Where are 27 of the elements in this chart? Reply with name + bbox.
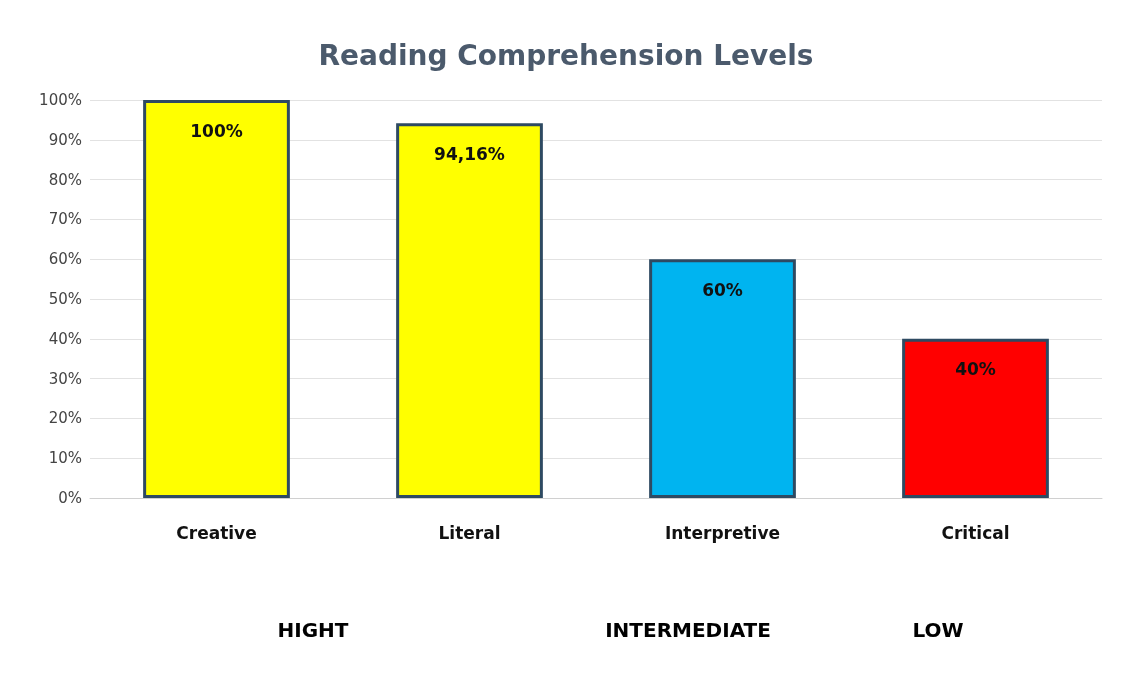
bar <box>396 123 543 498</box>
data-label: 100% <box>190 120 243 141</box>
y-tick-label: 30% <box>48 369 82 388</box>
bar <box>649 259 796 498</box>
y-tick-label: 80% <box>48 170 82 189</box>
y-tick-label: 40% <box>48 329 82 348</box>
data-label: 60% <box>702 279 743 300</box>
y-tick-label: 0% <box>58 489 82 507</box>
y-tick-label: 100% <box>39 91 82 109</box>
text: INTERMEDIATE <box>605 618 771 642</box>
y-tick-label: 50% <box>48 290 82 308</box>
x-tick-label: Interpretive <box>664 522 781 543</box>
y-tick-label: 90% <box>48 130 82 149</box>
chart-title: Reading Comprehension Levels <box>318 38 814 72</box>
x-tick-label: Literal <box>438 522 501 543</box>
y-tick-label: 20% <box>48 409 82 428</box>
text: HIGHT <box>277 618 349 642</box>
data-label: 40% <box>955 359 996 380</box>
data-label: 94,16% <box>434 143 505 164</box>
text: LOW <box>912 618 964 642</box>
y-tick-label: 70% <box>48 210 82 229</box>
y-tick-label: 10% <box>48 449 82 468</box>
y-tick-label: 60% <box>48 250 82 269</box>
bar <box>902 338 1049 498</box>
bar <box>143 100 290 498</box>
x-tick-label: Creative <box>176 522 257 543</box>
x-tick-label: Critical <box>941 522 1010 543</box>
